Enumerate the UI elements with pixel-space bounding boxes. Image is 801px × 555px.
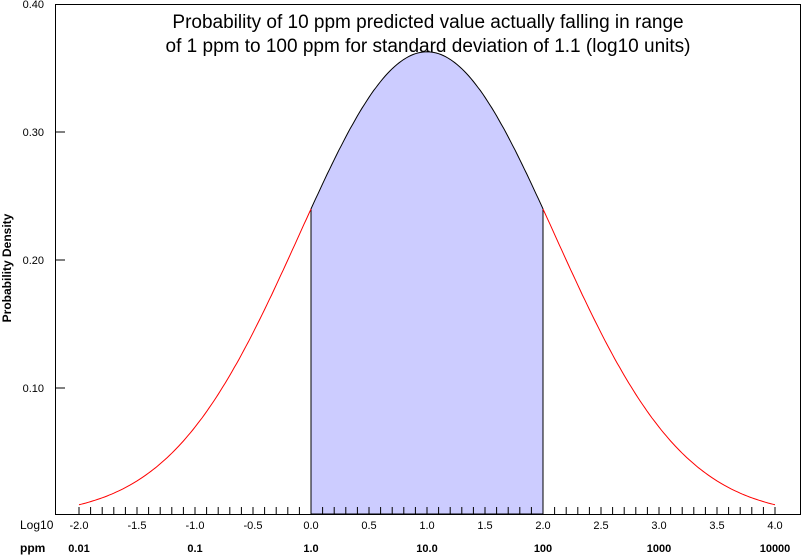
x-tick-label: 2.0 <box>535 520 550 532</box>
ppm-tick-label: 100 <box>534 543 552 555</box>
y-tick-label: 0.20 <box>23 255 44 267</box>
density-curve-left-tail <box>78 208 312 506</box>
ppm-tick-label: 0.1 <box>187 543 202 555</box>
ppm-tick-label: 1.0 <box>303 543 318 555</box>
x-tick-label: 0.0 <box>303 520 318 532</box>
density-curve-right-tail <box>542 208 776 506</box>
y-axis-label: Probability Density <box>0 213 14 322</box>
ppm-tick-label: 0.01 <box>68 543 89 555</box>
log10-row-label: Log10 <box>20 518 54 532</box>
ppm-tick-labels: 0.01 0.1 1.0 10.0 100 1000 10000 <box>68 543 790 555</box>
x-tick-label: 1.5 <box>477 520 492 532</box>
x-tick-label: 3.0 <box>651 520 666 532</box>
ppm-tick-label: 10.0 <box>416 543 437 555</box>
x-tick-label: 0.5 <box>361 520 376 532</box>
shaded-probability-area <box>310 51 544 515</box>
x-tick-label: 1.0 <box>419 520 434 532</box>
ppm-row-label: ppm <box>20 541 45 555</box>
y-tick-label: 0.40 <box>23 0 44 11</box>
y-tick-labels: 0.10 0.20 0.30 0.40 <box>23 0 44 395</box>
x-tick-label: -2.0 <box>70 520 89 532</box>
ppm-tick-label: 1000 <box>647 543 671 555</box>
ppm-tick-label: 10000 <box>760 543 791 555</box>
y-tick-label: 0.30 <box>23 127 44 139</box>
x-tick-label: 4.0 <box>767 520 782 532</box>
x-tick-labels: -2.0 -1.5 -1.0 -0.5 0.0 0.5 1.0 1.5 2.0 2.5 3.0 3.5… <box>70 520 783 532</box>
chart-title-line-1: Probability of 10 ppm predicted value ac… <box>172 12 683 33</box>
x-tick-label: -0.5 <box>244 520 263 532</box>
x-tick-label: -1.5 <box>128 520 147 532</box>
plot-marks <box>55 51 776 515</box>
x-tick-label: 3.5 <box>709 520 724 532</box>
x-tick-label: 2.5 <box>593 520 608 532</box>
chart-title-line-2: of 1 ppm to 100 ppm for standard deviati… <box>166 36 691 57</box>
y-tick-label: 0.10 <box>23 383 44 395</box>
x-tick-label: -1.0 <box>186 520 205 532</box>
